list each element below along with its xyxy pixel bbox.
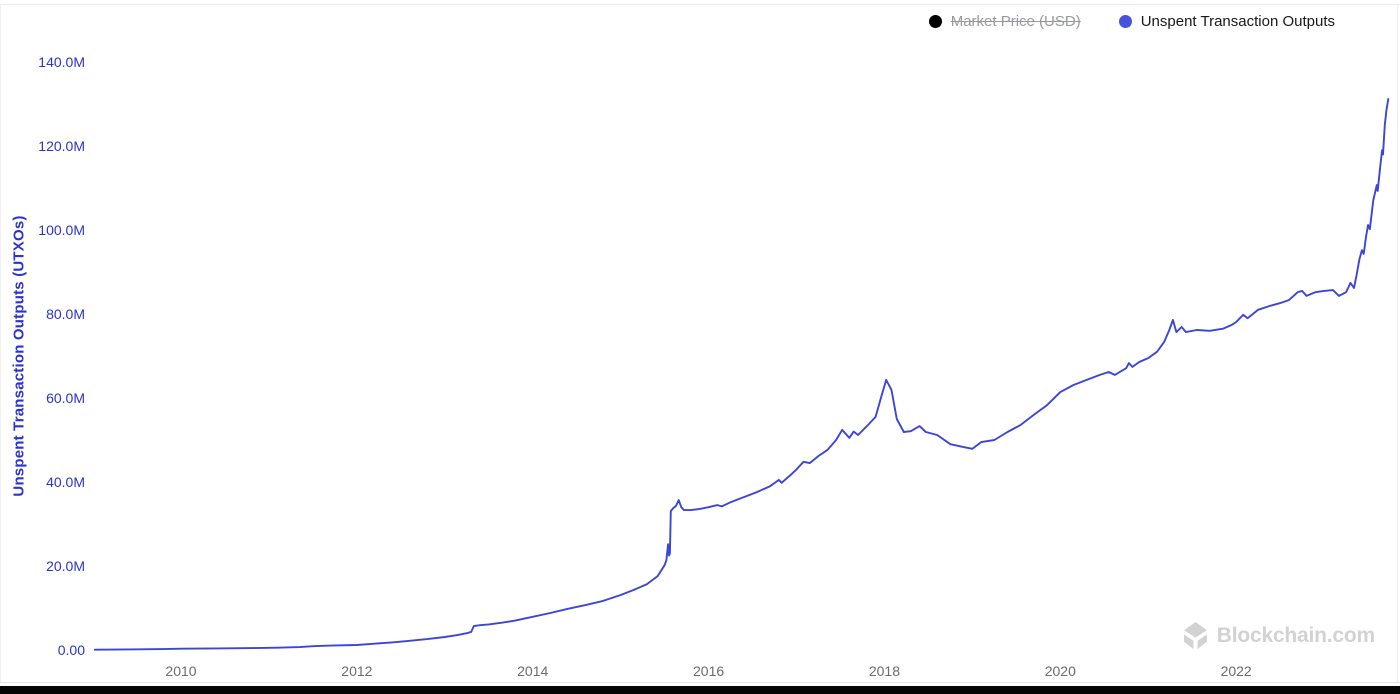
x-tick-label: 2022: [1220, 663, 1252, 679]
card-left-border: [0, 4, 1, 682]
market-price-dot-icon: [928, 15, 942, 28]
blockchain-logo-icon: [1183, 622, 1207, 649]
x-tick-label: 2020: [1044, 663, 1076, 679]
y-tick-label: 0.00: [57, 642, 85, 658]
chart-legend: Market Price (USD) Unspent Transaction O…: [928, 13, 1335, 30]
bottom-black-bar: [0, 686, 1400, 694]
legend-item-unspent-outputs[interactable]: Unspent Transaction Outputs: [1118, 13, 1335, 30]
y-tick-label: 60.0M: [46, 390, 85, 406]
legend-item-market-price[interactable]: Market Price (USD): [928, 13, 1081, 30]
unspent-outputs-dot-icon: [1118, 15, 1132, 28]
card-bottom-border: [0, 682, 1400, 683]
y-tick-label: 40.0M: [46, 474, 85, 490]
x-tick-label: 2018: [868, 663, 901, 679]
y-tick-label: 80.0M: [46, 306, 85, 322]
y-tick-label: 120.0M: [38, 138, 85, 154]
legend-label: Market Price (USD): [950, 13, 1081, 30]
watermark-text: Blockchain.com: [1216, 623, 1375, 647]
x-tick-label: 2014: [517, 663, 549, 679]
y-tick-label: 100.0M: [38, 222, 85, 238]
x-tick-label: 2016: [693, 663, 725, 679]
watermark: Blockchain.com: [1182, 622, 1375, 649]
card-right-border: [1397, 4, 1398, 682]
y-tick-label: 140.0M: [38, 54, 85, 70]
y-tick-label: 20.0M: [46, 558, 85, 574]
card-top-border: [0, 4, 1400, 5]
legend-label: Unspent Transaction Outputs: [1140, 13, 1335, 30]
x-tick-label: 2010: [165, 663, 197, 679]
x-tick-label: 2012: [341, 663, 373, 679]
utxo-series-line: [93, 98, 1390, 651]
